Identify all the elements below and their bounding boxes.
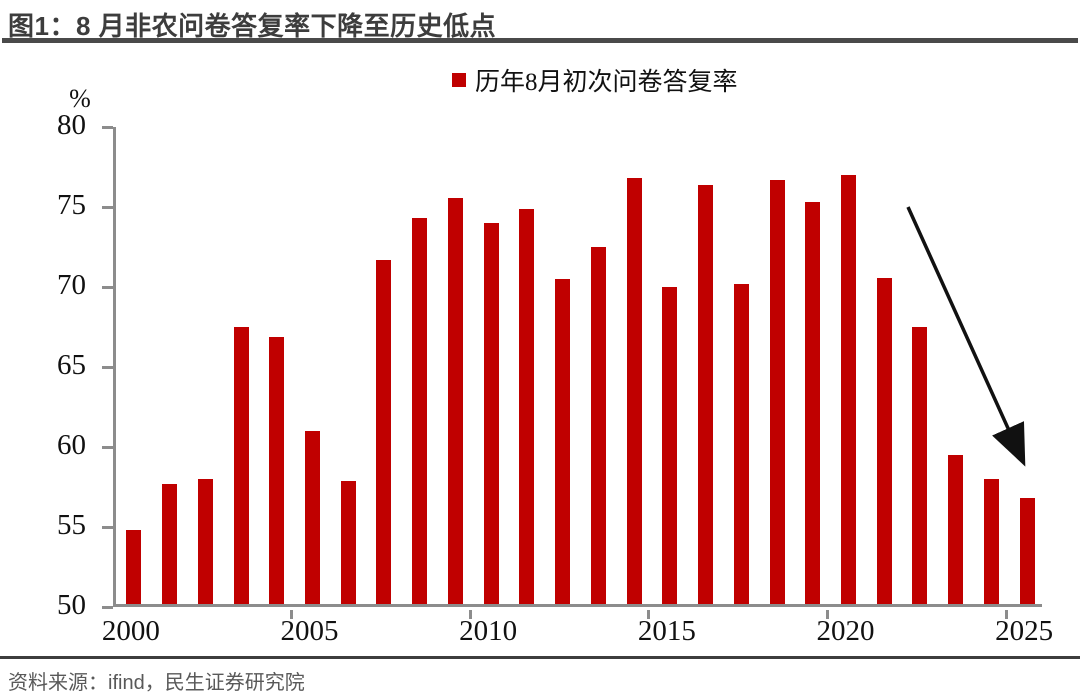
- x-tick-2010: [468, 610, 472, 619]
- bar-2011: [519, 208, 535, 604]
- y-tick-75: [102, 205, 113, 209]
- title-underline-rule: [2, 38, 1078, 43]
- x-tick-label-2015: 2015: [637, 615, 696, 647]
- y-tick-label-50: 50: [57, 589, 86, 621]
- bar-2005: [305, 431, 321, 604]
- legend-swatch-icon: [452, 73, 466, 87]
- bar-2000: [126, 530, 142, 604]
- x-tick-2005: [290, 610, 294, 619]
- bar-2008: [412, 218, 428, 604]
- bar-2025: [1019, 498, 1035, 604]
- chart-legend: 历年8月初次问卷答复率: [452, 62, 738, 98]
- x-tick-2020: [826, 610, 830, 619]
- footer-rule: [0, 656, 1080, 659]
- bar-2016: [698, 184, 714, 604]
- bar-2020: [840, 175, 856, 604]
- legend-label: 历年8月初次问卷答复率: [475, 69, 738, 96]
- x-tick-2025: [1004, 610, 1008, 619]
- x-tick-label-2000: 2000: [101, 615, 160, 647]
- bar-2001: [162, 484, 178, 604]
- bar-2015: [662, 287, 678, 604]
- bar-2019: [805, 202, 821, 604]
- bar-2009: [447, 197, 463, 604]
- bar-2017: [733, 284, 749, 604]
- bar-2021: [876, 277, 892, 604]
- x-tick-label-2020: 2020: [816, 615, 875, 647]
- y-tick-label-65: 65: [57, 349, 86, 381]
- bar-2002: [197, 479, 213, 604]
- bar-2007: [376, 260, 392, 604]
- bar-2003: [233, 327, 249, 604]
- y-tick-label-80: 80: [57, 109, 86, 141]
- bar-2004: [269, 336, 285, 604]
- bar-2006: [340, 480, 356, 604]
- y-tick-label-60: 60: [57, 429, 86, 461]
- bar-2010: [483, 223, 499, 604]
- bar-2012: [555, 279, 571, 604]
- bar-2022: [912, 327, 928, 604]
- y-tick-label-75: 75: [57, 189, 86, 221]
- y-tick-70: [102, 285, 113, 289]
- x-tick-label-2005: 2005: [280, 615, 339, 647]
- y-tick-60: [102, 445, 113, 449]
- y-tick-55: [102, 525, 113, 529]
- x-tick-label-2010: 2010: [459, 615, 518, 647]
- bar-2013: [590, 247, 606, 604]
- y-axis-unit-label: %: [69, 84, 91, 113]
- figure-title: 图1：8 月非农问卷答复率下降至历史低点: [8, 11, 497, 41]
- y-tick-label-70: 70: [57, 269, 86, 301]
- bar-chart-plot-area: [113, 127, 1042, 607]
- y-tick-80: [102, 125, 113, 129]
- x-tick-label-2025: 2025: [995, 615, 1054, 647]
- y-tick-50: [102, 605, 113, 609]
- source-attribution: 资料来源：ifind，民生证券研究院: [8, 672, 305, 694]
- bar-2024: [983, 479, 999, 604]
- bar-2018: [769, 180, 785, 604]
- bar-2014: [626, 178, 642, 604]
- x-tick-2015: [647, 610, 651, 619]
- y-tick-label-55: 55: [57, 509, 86, 541]
- bar-2023: [948, 455, 964, 604]
- y-tick-65: [102, 365, 113, 369]
